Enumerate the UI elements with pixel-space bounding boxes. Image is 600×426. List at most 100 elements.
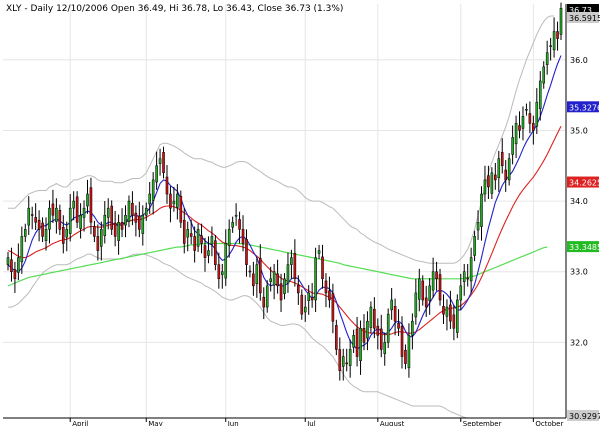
candle-body [127,200,131,222]
candle-body [272,271,276,286]
candle-body [51,203,55,216]
candle-body [144,207,148,216]
candle-body [234,214,238,217]
candle-body [245,238,248,265]
candle-body [393,306,397,322]
candle-body [404,349,407,364]
candle-body [176,193,179,208]
chart-title: XLY - Daily 12/10/2006 Open 36.49, Hi 36… [6,4,343,14]
x-tick-label: August [380,420,405,426]
candle-body [556,31,559,39]
candle-body [442,306,445,315]
x-tick-label: April [72,420,88,426]
candle-body [310,296,314,301]
candle-body [317,250,321,254]
candle-body [82,207,86,218]
candle-body [449,304,452,322]
candle-body [162,152,165,174]
x-tick-label: Jul [306,420,316,426]
y-tick-label: 34.0 [570,197,588,206]
candle-body [359,328,362,362]
candle-body [262,296,266,308]
candle-body [193,236,196,251]
candle-body [58,210,62,230]
candle-body [366,320,369,339]
candle-body [117,222,120,241]
candle-body [452,314,456,329]
candle-body [521,116,525,129]
candle-body [549,45,552,47]
candle-body [438,274,442,301]
candle-body [376,325,380,336]
upper-band-line [8,15,555,264]
candle-body [307,292,310,301]
candle-body [13,269,17,280]
candle-body [424,297,428,308]
candle-body [6,257,10,265]
candle-body [207,250,210,256]
candle-body [210,236,214,245]
candle-body [252,273,255,287]
candle-body [10,259,13,272]
candle-body [514,123,518,145]
price-tag-box [567,176,599,188]
candle-body [476,222,480,231]
long-ma-line [7,242,548,287]
candle-body [528,113,532,124]
candle-body [221,271,224,275]
candle-body [559,7,563,35]
candle-body [473,236,476,256]
candle-body [65,229,69,238]
candle-body [265,285,269,308]
candle-body [227,229,231,246]
candle-body [86,193,89,207]
candle-body [466,277,469,280]
price-tag-box [567,12,599,24]
candle-body [297,284,300,294]
candle-body [151,179,155,201]
candle-body [276,273,279,287]
candle-body [525,108,528,111]
candle-body [189,233,193,237]
candle-body [418,278,421,300]
candle-body [383,342,387,354]
candle-body [352,335,355,348]
candle-body [279,283,283,301]
price-tag-box [567,241,599,253]
candle-body [507,158,511,181]
candle-body [93,226,96,237]
candle-body [89,187,93,223]
candle-body [217,264,221,280]
candle-body [428,285,431,301]
candle-body [314,257,317,301]
x-tick-label: October [535,420,563,426]
candle-body [407,335,411,369]
candle-body [34,217,37,223]
price-tag-label: 36.5915 [569,14,600,23]
candle-body [48,207,51,230]
y-tick-label: 36.0 [570,56,588,65]
candle-body [131,202,134,216]
candle-body [172,200,176,205]
price-tag-box [567,4,599,15]
candle-body [487,175,490,188]
price-tag-box [567,410,599,421]
y-tick-label: 35.0 [570,126,588,135]
x-tick-label: September [463,420,502,426]
candle-body [75,196,79,223]
candle-body [483,179,487,195]
candle-body [55,207,58,222]
candle-body [169,193,172,209]
candle-body [179,195,183,223]
candle-body [231,222,234,228]
candle-body [532,123,535,131]
candle-body [373,308,376,329]
y-tick-label: 33.0 [570,268,588,277]
candle-body [37,219,41,230]
candle-body [269,278,272,282]
candle-body [106,207,110,218]
price-tag-label: 33.3485 [569,243,600,252]
